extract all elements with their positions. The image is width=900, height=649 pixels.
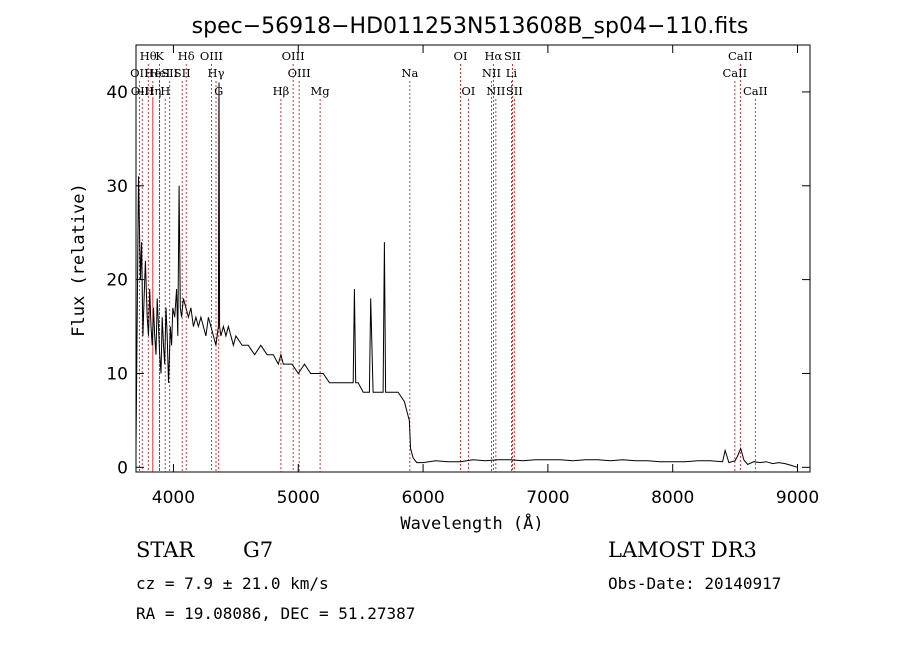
y-axis-ticks: 0 10 20 30 40 xyxy=(106,83,810,478)
line-label-12: Hγ xyxy=(208,66,225,80)
line-label-16: OIII xyxy=(288,66,311,80)
chart-title: spec−56918−HD011253N513608B_sp04−110.fit… xyxy=(192,14,749,39)
spectral-line-markers xyxy=(138,64,756,472)
line-label-25: Li xyxy=(506,66,518,80)
class-label: STAR xyxy=(136,538,195,562)
x-tick-label-3: 7000 xyxy=(526,488,569,508)
line-label-17: Mg xyxy=(311,84,331,98)
subclass-label: G7 xyxy=(243,538,274,562)
line-label-15: OIII xyxy=(282,49,305,63)
plot-frame xyxy=(135,44,811,473)
line-label-6: HeI xyxy=(149,66,170,80)
obs-date-label: Obs-Date: 20140917 xyxy=(608,574,782,593)
line-label-1: OII xyxy=(130,66,149,80)
y-axis-label: Flux (relative) xyxy=(69,183,89,337)
x-tick-label-4: 8000 xyxy=(651,488,694,508)
line-label-28: CaII xyxy=(728,49,753,63)
line-label-27: CaII xyxy=(722,66,747,80)
x-tick-label-2: 6000 xyxy=(401,488,444,508)
line-label-26: SII xyxy=(506,84,523,98)
line-label-22: NII xyxy=(482,66,501,80)
y-tick-label-2: 20 xyxy=(106,271,128,291)
line-label-0: Hθ xyxy=(140,49,157,63)
line-label-24: SII xyxy=(504,49,521,63)
y-tick-label-1: 10 xyxy=(106,364,128,384)
line-label-9: Hδ xyxy=(178,49,195,63)
y-tick-label-4: 40 xyxy=(106,83,128,103)
spectrum-line xyxy=(135,82,798,468)
line-label-10: SII xyxy=(174,66,191,80)
line-label-29: CaII xyxy=(743,84,768,98)
line-label-19: OI xyxy=(454,49,468,63)
line-label-5: K xyxy=(155,49,164,63)
line-label-20: OI xyxy=(461,84,475,98)
line-label-4: Hη xyxy=(144,84,161,98)
line-label-7: H xyxy=(160,84,170,98)
redshift-label: cz = 7.9 ± 21.0 km/s xyxy=(136,574,329,593)
x-axis-ticks: 4000 5000 6000 7000 8000 9000 xyxy=(152,45,819,508)
line-label-11: OIII xyxy=(200,49,223,63)
survey-label: LAMOST DR3 xyxy=(608,538,757,562)
line-label-14: Hβ xyxy=(273,84,290,98)
x-tick-label-1: 5000 xyxy=(277,488,320,508)
y-tick-label-0: 0 xyxy=(117,458,128,478)
line-label-3: He xyxy=(144,66,161,80)
x-tick-label-0: 4000 xyxy=(152,488,195,508)
line-label-2: OIII xyxy=(131,84,154,98)
x-axis-label: Wavelength (Å) xyxy=(400,512,543,534)
line-label-8: SII xyxy=(161,66,178,80)
line-label-23: NII xyxy=(486,84,505,98)
y-tick-label-3: 30 xyxy=(106,177,128,197)
coordinates-label: RA = 19.08086, DEC = 51.27387 xyxy=(136,604,416,623)
x-tick-label-5: 9000 xyxy=(776,488,819,508)
line-label-18: Na xyxy=(401,66,418,80)
line-label-21: Hα xyxy=(484,49,502,63)
